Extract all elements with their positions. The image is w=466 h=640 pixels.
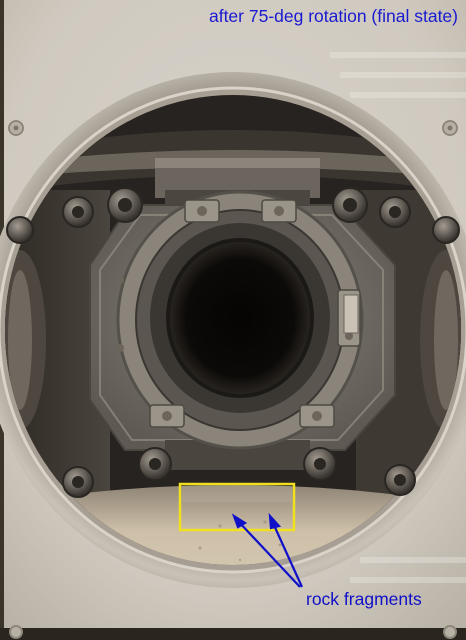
fragments-highlight-box (178, 482, 296, 532)
bore (168, 240, 312, 396)
ring-label-tag (343, 294, 359, 334)
reflection-streaks (330, 52, 466, 583)
ring-tab-screws (116, 206, 353, 421)
caption-title: after 75-deg rotation (final state) (208, 6, 458, 26)
corner-screws (8, 120, 458, 639)
fragment-arrows (231, 512, 304, 588)
rock-fragments-label: rock fragments (306, 589, 422, 609)
mount-bolts (6, 187, 460, 498)
